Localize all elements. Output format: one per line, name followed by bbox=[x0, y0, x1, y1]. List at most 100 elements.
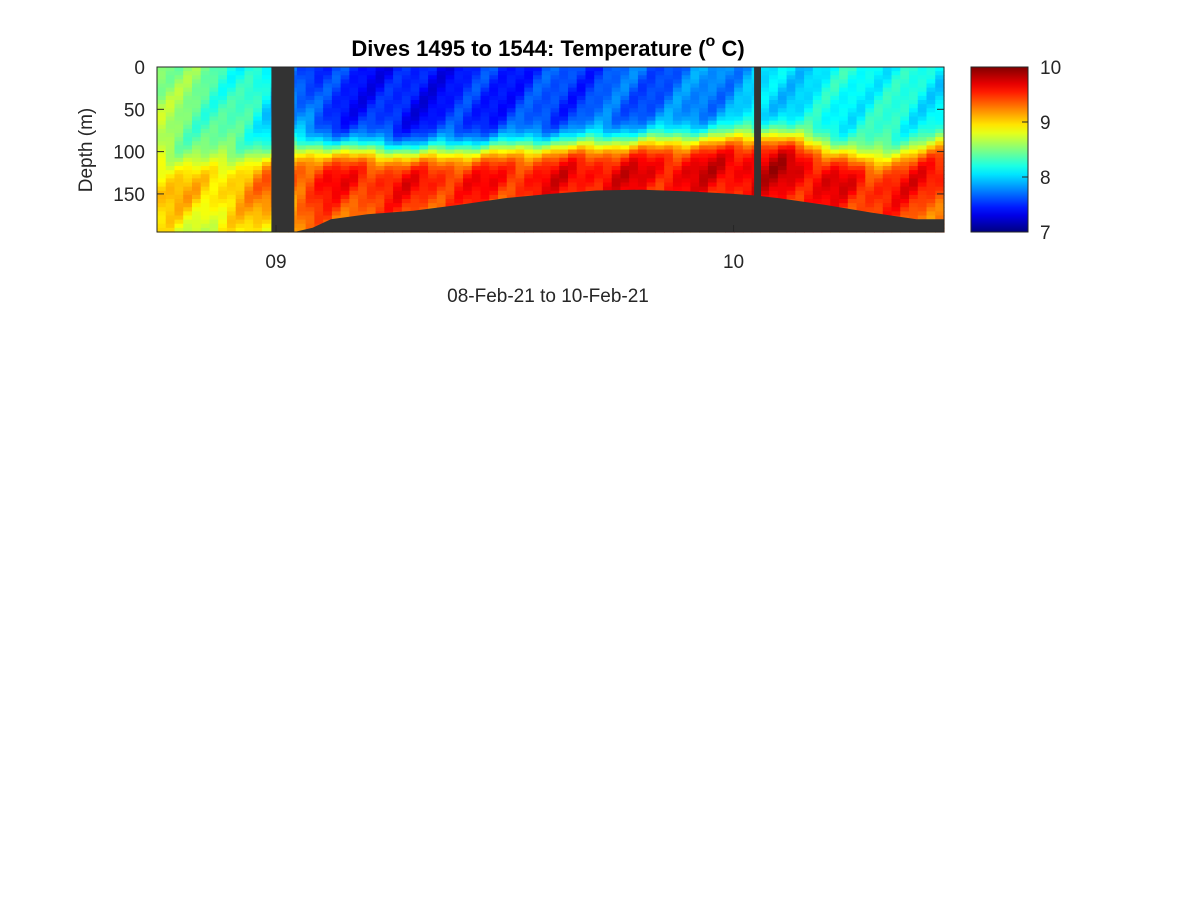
heatmap-cell bbox=[498, 95, 508, 101]
heatmap-cell bbox=[218, 186, 228, 192]
heatmap-cell bbox=[926, 112, 936, 118]
heatmap-cell bbox=[917, 166, 928, 171]
heatmap-cell bbox=[384, 199, 394, 204]
heatmap-cell bbox=[314, 116, 324, 122]
heatmap-cell bbox=[839, 100, 849, 105]
heatmap-cell bbox=[734, 166, 744, 171]
heatmap-cell bbox=[375, 141, 385, 146]
heatmap-cell bbox=[296, 182, 307, 188]
heatmap-cell bbox=[323, 178, 333, 184]
heatmap-cell bbox=[305, 87, 315, 93]
heatmap-cell bbox=[655, 186, 665, 192]
heatmap-cell bbox=[681, 108, 692, 113]
heatmap-cell bbox=[935, 95, 945, 101]
heatmap-cell bbox=[218, 120, 228, 126]
heatmap-cell bbox=[839, 203, 849, 208]
heatmap-cell bbox=[900, 166, 910, 171]
heatmap-cell bbox=[847, 133, 858, 138]
heatmap-cell bbox=[436, 137, 447, 142]
heatmap-cell bbox=[253, 95, 263, 101]
heatmap-cell bbox=[611, 116, 622, 122]
heatmap-cell bbox=[594, 186, 604, 192]
heatmap-cell bbox=[157, 128, 167, 134]
heatmap-cell bbox=[856, 71, 866, 76]
heatmap-cell bbox=[637, 182, 648, 188]
heatmap-cell bbox=[191, 100, 202, 105]
heatmap-cell bbox=[874, 91, 884, 97]
heatmap-cell bbox=[410, 141, 420, 146]
heatmap-cell bbox=[821, 174, 831, 179]
heatmap-cell bbox=[699, 67, 709, 72]
heatmap-cell bbox=[506, 174, 517, 179]
heatmap-cell bbox=[218, 166, 228, 171]
heatmap-cell bbox=[804, 71, 814, 76]
heatmap-cell bbox=[200, 124, 211, 130]
heatmap-cell bbox=[716, 75, 726, 80]
heatmap-cell bbox=[681, 100, 692, 105]
heatmap-cell bbox=[629, 67, 639, 72]
heatmap-cell bbox=[235, 219, 246, 225]
heatmap-cell bbox=[165, 194, 176, 200]
heatmap-cell bbox=[436, 203, 447, 208]
heatmap-cell bbox=[191, 227, 202, 233]
heatmap-cell bbox=[323, 157, 333, 163]
plot-frame bbox=[156, 66, 945, 233]
heatmap-cell bbox=[454, 137, 464, 142]
heatmap-cell bbox=[253, 71, 263, 76]
heatmap-cell bbox=[296, 133, 307, 138]
heatmap-cell bbox=[454, 199, 464, 204]
heatmap-cell bbox=[165, 211, 176, 217]
heatmap-cell bbox=[734, 186, 744, 192]
heatmap-cell bbox=[331, 153, 342, 159]
heatmap-cell bbox=[646, 178, 657, 184]
heatmap-cell bbox=[637, 133, 648, 138]
heatmap-cell bbox=[550, 87, 560, 93]
heatmap-cell bbox=[909, 104, 919, 109]
heatmap-cell bbox=[401, 166, 412, 171]
heatmap-cell bbox=[734, 157, 744, 163]
heatmap-cell bbox=[524, 100, 534, 105]
heatmap-cell bbox=[777, 120, 788, 126]
heatmap-cell bbox=[253, 75, 263, 80]
heatmap-cell bbox=[445, 87, 455, 93]
heatmap-cell bbox=[541, 170, 552, 175]
heatmap-cell bbox=[664, 67, 674, 72]
heatmap-cell bbox=[611, 186, 622, 192]
heatmap-cell bbox=[611, 104, 622, 109]
heatmap-cell bbox=[428, 178, 438, 184]
heatmap-cell bbox=[244, 211, 254, 217]
heatmap-cell bbox=[157, 215, 167, 221]
heatmap-cell bbox=[209, 178, 219, 184]
heatmap-cell bbox=[244, 71, 254, 76]
colorbar-tick-label: 10 bbox=[1040, 58, 1061, 79]
heatmap-cell bbox=[585, 145, 595, 151]
heatmap-cell bbox=[585, 170, 595, 175]
heatmap-cell bbox=[183, 215, 193, 221]
heatmap-cell bbox=[874, 100, 884, 105]
heatmap-cell bbox=[174, 79, 184, 85]
heatmap-cell bbox=[191, 219, 202, 225]
heatmap-cell bbox=[506, 79, 517, 85]
heatmap-cell bbox=[393, 95, 403, 101]
heatmap-cell bbox=[454, 67, 464, 72]
heatmap-cell bbox=[358, 79, 368, 85]
heatmap-cell bbox=[655, 128, 665, 134]
heatmap-cell bbox=[366, 79, 377, 85]
heatmap-cell bbox=[725, 104, 735, 109]
heatmap-cell bbox=[681, 71, 692, 76]
heatmap-cell bbox=[734, 83, 744, 89]
heatmap-cell bbox=[725, 157, 735, 163]
heatmap-cell bbox=[550, 161, 560, 167]
heatmap-cell bbox=[358, 133, 368, 138]
heatmap-cell bbox=[174, 223, 184, 229]
heatmap-cell bbox=[620, 186, 630, 192]
heatmap-cell bbox=[174, 67, 184, 72]
heatmap-cell bbox=[524, 87, 534, 93]
heatmap-cell bbox=[900, 141, 910, 146]
heatmap-cell bbox=[655, 104, 665, 109]
heatmap-cell bbox=[874, 145, 884, 151]
heatmap-cell bbox=[760, 178, 770, 184]
heatmap-cell bbox=[445, 161, 455, 167]
heatmap-cell bbox=[489, 149, 499, 155]
heatmap-cell bbox=[261, 71, 272, 76]
